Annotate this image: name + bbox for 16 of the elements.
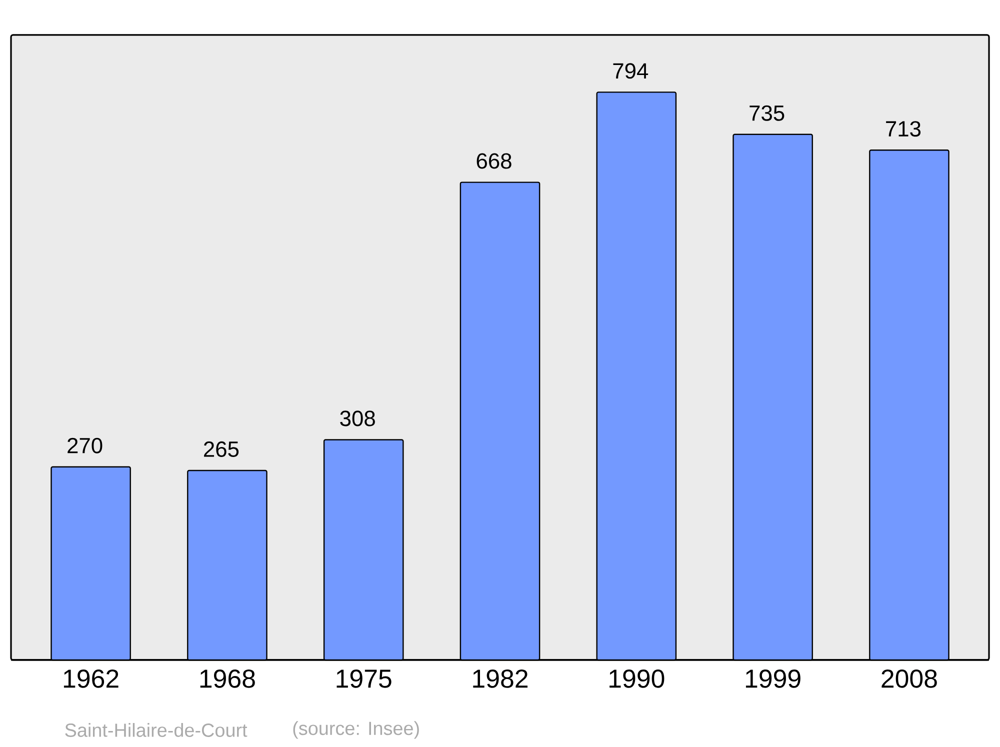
text: Saint-Hilaire-de-Court bbox=[65, 723, 248, 737]
x-tick-label: 2008 bbox=[882, 670, 937, 688]
data-label: 270 bbox=[68, 438, 102, 454]
x-tick-label: 1975 bbox=[336, 670, 392, 688]
x-tick-label: 1982 bbox=[473, 670, 528, 688]
x-tick-label: 1990 bbox=[610, 670, 664, 688]
data-label: 713 bbox=[886, 121, 921, 137]
x-tick-label: 1962 bbox=[64, 670, 118, 688]
data-label: 668 bbox=[476, 153, 512, 169]
data-label: 735 bbox=[750, 105, 784, 121]
data-label: 265 bbox=[204, 441, 239, 457]
data-label: 308 bbox=[340, 410, 375, 426]
x-tick-label: 1999 bbox=[746, 670, 800, 688]
text: (source: Insee) bbox=[293, 721, 419, 739]
x-tick-label: 1968 bbox=[200, 670, 255, 688]
data-label: 794 bbox=[613, 63, 648, 79]
